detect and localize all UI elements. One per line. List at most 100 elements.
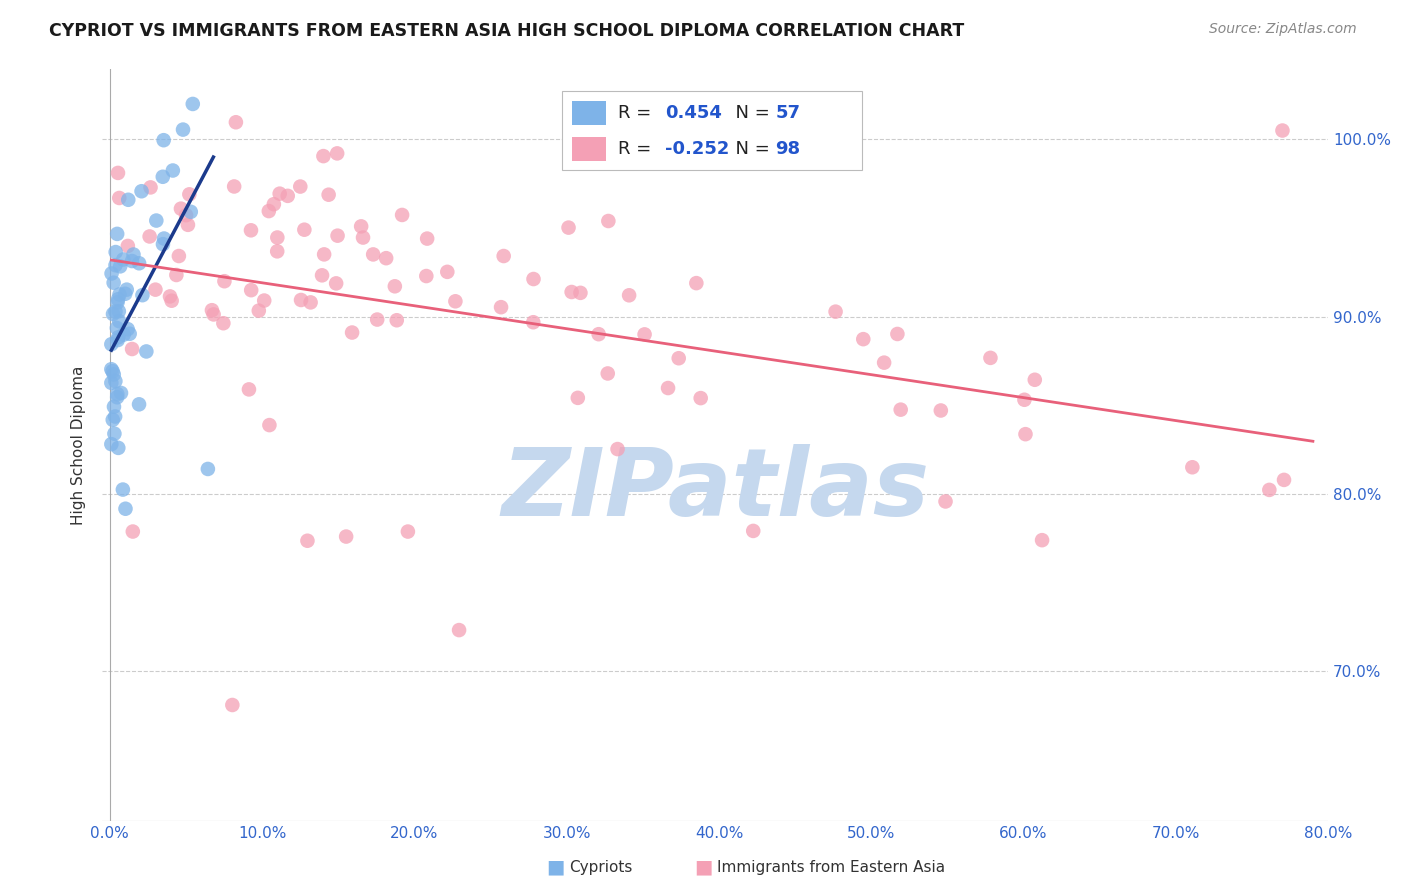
Text: Immigrants from Eastern Asia: Immigrants from Eastern Asia: [717, 860, 945, 874]
Point: [1014, 427, 1036, 442]
Point: [100, 362, 122, 376]
Text: CYPRIOT VS IMMIGRANTS FROM EASTERN ASIA HIGH SCHOOL DIPLOMA CORRELATION CHART: CYPRIOT VS IMMIGRANTS FROM EASTERN ASIA …: [49, 22, 965, 40]
Point: [340, 326, 363, 340]
Point: [361, 247, 384, 261]
Point: [240, 223, 263, 237]
Point: [105, 227, 128, 241]
Text: ■: ■: [546, 857, 565, 877]
Point: [598, 214, 620, 228]
Point: [103, 400, 125, 414]
Point: [172, 122, 194, 136]
Point: [145, 213, 167, 227]
Point: [145, 283, 167, 297]
Point: [689, 391, 711, 405]
Point: [290, 293, 312, 307]
Point: [391, 208, 413, 222]
Point: [633, 327, 655, 342]
Point: [979, 351, 1001, 365]
Point: [117, 322, 139, 336]
Point: [685, 276, 707, 290]
Point: [385, 313, 408, 327]
Point: [416, 231, 439, 245]
Point: [100, 337, 122, 351]
Point: [152, 237, 174, 252]
Text: ZIPatlas: ZIPatlas: [501, 444, 929, 536]
Point: [214, 274, 236, 288]
Point: [934, 494, 956, 508]
Point: [824, 304, 846, 318]
Point: [107, 293, 129, 307]
Point: [152, 133, 174, 147]
Point: [114, 286, 136, 301]
Point: [617, 288, 640, 302]
Text: N =: N =: [724, 104, 775, 122]
Point: [522, 272, 544, 286]
Point: [108, 314, 131, 328]
Text: 0.454: 0.454: [665, 104, 721, 122]
Point: [384, 279, 406, 293]
Point: [167, 249, 190, 263]
Point: [266, 244, 288, 259]
Point: [103, 368, 125, 382]
Point: [569, 285, 592, 300]
Point: [170, 202, 193, 216]
Point: [101, 364, 124, 378]
Point: [118, 326, 141, 341]
Point: [121, 254, 143, 268]
Point: [153, 231, 176, 245]
Point: [240, 283, 263, 297]
Point: [104, 245, 127, 260]
Bar: [572, 102, 606, 125]
Point: [174, 208, 197, 222]
Point: [181, 97, 204, 112]
Point: [107, 166, 129, 180]
Point: [114, 501, 136, 516]
Point: [1014, 392, 1036, 407]
Point: [105, 321, 128, 335]
Point: [100, 437, 122, 451]
Point: [873, 356, 896, 370]
Text: 98: 98: [775, 140, 800, 158]
Point: [668, 351, 690, 366]
Point: [202, 307, 225, 321]
Point: [108, 191, 131, 205]
Point: [606, 442, 628, 456]
FancyBboxPatch shape: [562, 91, 862, 170]
Point: [117, 193, 139, 207]
Point: [247, 303, 270, 318]
Point: [135, 344, 157, 359]
Point: [179, 187, 201, 202]
Point: [335, 530, 357, 544]
Y-axis label: High School Diploma: High School Diploma: [72, 366, 86, 524]
Point: [415, 268, 437, 283]
Point: [221, 698, 243, 712]
Point: [107, 330, 129, 344]
Point: [122, 247, 145, 261]
Text: -0.252: -0.252: [665, 140, 730, 158]
Point: [104, 258, 127, 272]
Point: [299, 295, 322, 310]
Text: 57: 57: [775, 104, 800, 122]
Point: [162, 163, 184, 178]
Point: [101, 413, 124, 427]
Point: [160, 293, 183, 308]
Point: [115, 283, 138, 297]
Point: [890, 402, 912, 417]
Point: [1272, 473, 1295, 487]
Point: [326, 228, 349, 243]
Point: [105, 390, 128, 404]
Point: [375, 251, 398, 265]
Point: [225, 115, 247, 129]
Point: [108, 260, 131, 274]
Point: [212, 316, 235, 330]
Text: Cypriots: Cypriots: [569, 860, 633, 874]
Point: [177, 218, 200, 232]
Point: [266, 230, 288, 244]
Point: [107, 441, 129, 455]
Point: [107, 333, 129, 347]
Point: [121, 342, 143, 356]
Point: [100, 267, 122, 281]
Point: [312, 149, 335, 163]
Point: [314, 247, 336, 261]
Point: [1258, 483, 1281, 497]
